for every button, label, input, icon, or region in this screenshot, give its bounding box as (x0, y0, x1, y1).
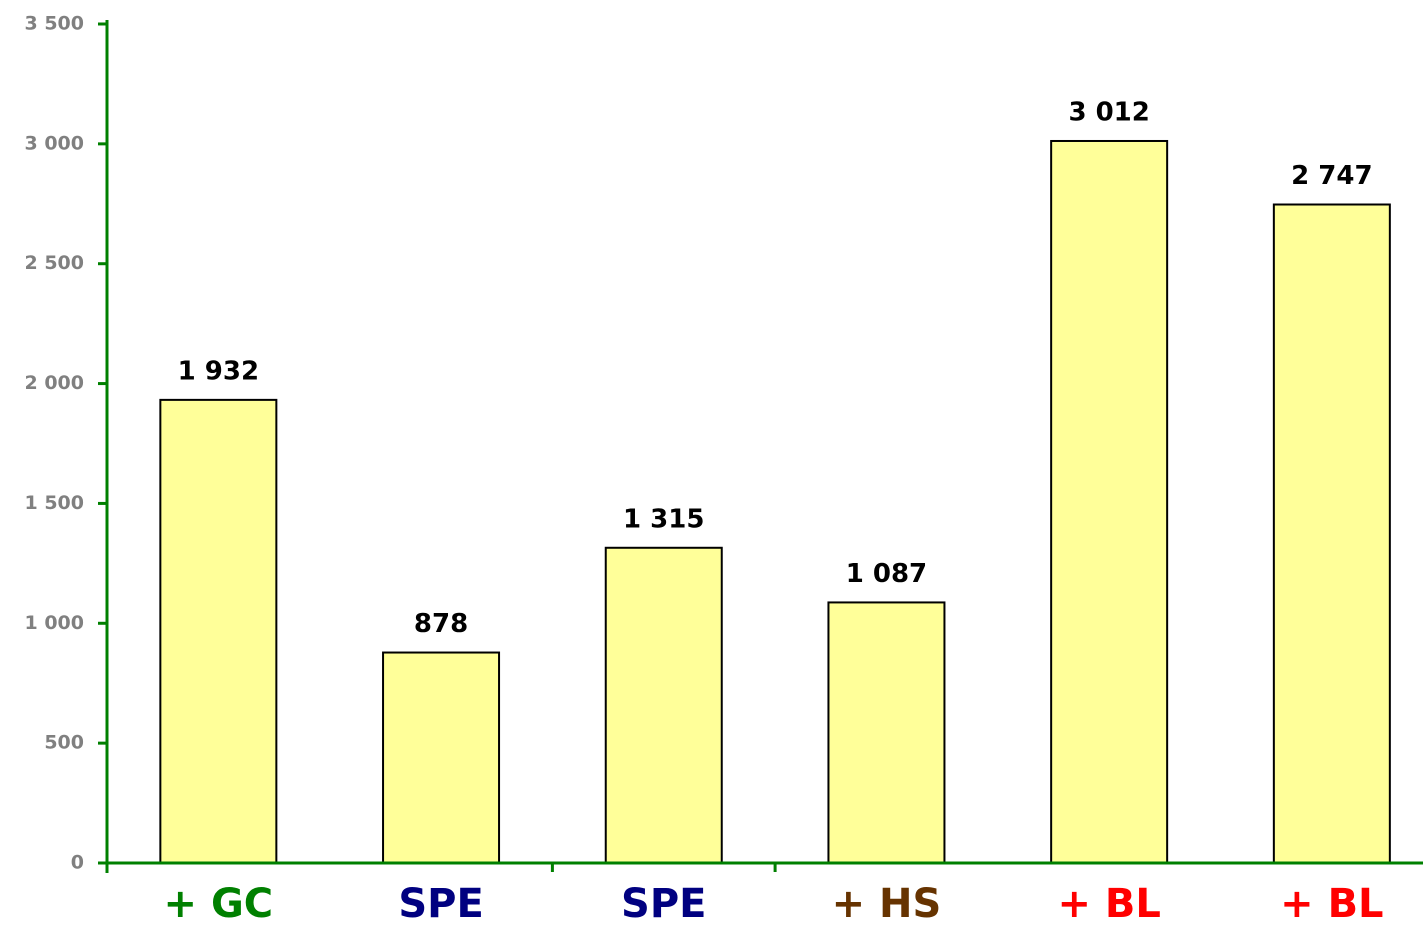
x-tick-label: SPE (398, 881, 483, 926)
x-tick-label: SPE (621, 881, 706, 926)
bar (159, 398, 278, 864)
data-label: 1 315 (623, 504, 704, 534)
x-tick-label: + HS (832, 881, 942, 926)
data-label: 1 932 (178, 356, 259, 386)
bar (827, 601, 946, 864)
y-tick-label: 1 500 (25, 492, 85, 514)
data-label: 3 012 (1068, 97, 1149, 127)
y-tick-label: 1 000 (25, 612, 85, 634)
y-tick-label: 3 500 (25, 13, 85, 35)
y-tick-label: 3 000 (25, 132, 85, 154)
y-tick-label: 0 (71, 852, 84, 874)
data-label: 1 087 (846, 559, 927, 589)
x-tick-label: + GC (164, 881, 274, 926)
y-tick-label: 2 500 (25, 252, 85, 274)
x-tick-label: + BL (1280, 881, 1383, 926)
data-label: 878 (414, 609, 468, 639)
bar (604, 546, 723, 864)
data-label: 2 747 (1291, 161, 1372, 191)
bar (382, 651, 501, 865)
x-tick-label: + BL (1057, 881, 1160, 926)
y-tick-label: 500 (44, 732, 84, 754)
bar (1050, 139, 1169, 864)
y-tick-label: 2 000 (25, 372, 85, 394)
bar (1272, 203, 1391, 864)
